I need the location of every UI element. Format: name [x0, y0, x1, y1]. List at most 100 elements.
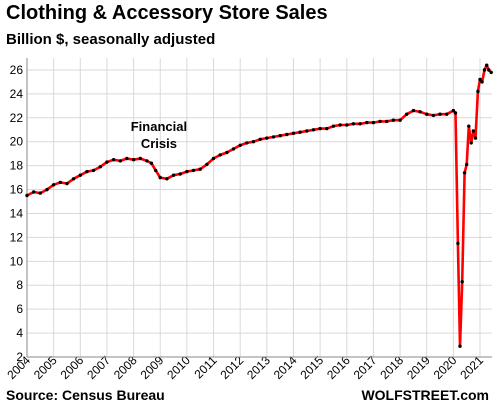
- data-point: [45, 187, 49, 192]
- data-point: [480, 80, 484, 84]
- y-tick-label: 8: [16, 278, 23, 292]
- data-point: [462, 171, 467, 175]
- data-point: [285, 132, 289, 137]
- data-point: [473, 136, 478, 140]
- data-point: [149, 161, 154, 165]
- brand-logo-text: WOLFSTREET.com: [361, 387, 489, 403]
- data-point: [489, 70, 493, 75]
- data-point: [467, 124, 471, 128]
- data-point: [371, 120, 376, 125]
- data-point: [385, 119, 389, 124]
- y-tick-label: 18: [10, 159, 24, 173]
- data-point: [65, 181, 69, 186]
- data-point: [218, 153, 222, 157]
- y-tick-label: 2: [16, 350, 23, 364]
- data-point: [478, 77, 482, 82]
- data-point: [471, 129, 475, 133]
- data-point: [453, 111, 458, 115]
- data-point: [391, 118, 396, 122]
- data-point: [291, 131, 296, 135]
- data-point: [418, 110, 422, 114]
- data-point: [38, 191, 42, 195]
- y-tick-label: 4: [16, 326, 23, 340]
- data-point: [476, 89, 480, 94]
- data-point: [25, 193, 29, 198]
- data-point: [378, 119, 382, 124]
- data-point: [411, 108, 416, 113]
- data-point: [198, 167, 202, 171]
- data-point: [145, 159, 149, 163]
- data-point: [171, 173, 176, 177]
- data-point: [465, 162, 469, 167]
- data-point: [98, 165, 103, 169]
- data-point: [245, 141, 249, 145]
- data-point: [311, 128, 316, 132]
- data-point: [351, 122, 356, 126]
- data-point: [271, 135, 276, 139]
- data-point: [358, 122, 362, 126]
- data-point: [85, 169, 89, 174]
- annotation-line: Crisis: [141, 136, 177, 151]
- data-point: [211, 156, 216, 161]
- data-point: [458, 344, 462, 348]
- data-point: [258, 137, 262, 141]
- data-point: [111, 158, 116, 162]
- data-point: [451, 108, 456, 113]
- y-tick-label: 12: [10, 230, 24, 244]
- data-point: [51, 183, 56, 187]
- annotation-line: Financial: [131, 119, 187, 134]
- data-point: [185, 169, 189, 174]
- chart-subtitle: Billion $, seasonally adjusted: [6, 31, 216, 48]
- data-point: [331, 124, 336, 128]
- data-point: [325, 126, 329, 131]
- data-point: [225, 150, 229, 155]
- y-tick-label: 10: [10, 254, 24, 268]
- data-point: [58, 180, 62, 185]
- data-point: [469, 141, 473, 145]
- chart-title: Clothing & Accessory Store Sales: [6, 2, 328, 24]
- data-point: [191, 168, 196, 173]
- data-point: [165, 177, 169, 181]
- data-point: [131, 158, 136, 162]
- data-point: [305, 129, 309, 133]
- data-point: [91, 168, 96, 173]
- series-layer: [25, 63, 493, 348]
- data-point: [338, 123, 342, 127]
- data-point: [105, 160, 109, 164]
- data-point: [238, 143, 242, 147]
- data-point: [118, 159, 123, 163]
- annotation-financial-crisis: Financial Crisis: [131, 119, 187, 151]
- data-point: [345, 123, 349, 127]
- data-point: [158, 175, 162, 180]
- annotation-layer: Financial Crisis: [131, 119, 187, 151]
- data-point: [265, 136, 269, 140]
- data-point: [445, 112, 449, 116]
- data-point: [231, 147, 236, 151]
- data-point: [425, 112, 429, 116]
- data-point: [318, 126, 322, 131]
- source-note: Source: Census Bureau: [6, 387, 165, 403]
- data-point: [405, 112, 409, 116]
- data-point: [398, 118, 402, 122]
- y-tick-label: 24: [10, 87, 24, 101]
- data-point: [125, 156, 129, 161]
- data-point: [485, 63, 489, 67]
- y-tick-label: 20: [10, 135, 24, 149]
- data-point: [71, 177, 76, 181]
- grid-layer: [26, 58, 492, 358]
- y-tick-label: 6: [16, 302, 23, 316]
- data-point: [482, 68, 487, 72]
- y-tick-label: 14: [10, 206, 24, 220]
- data-point: [138, 156, 142, 161]
- data-point: [278, 134, 282, 138]
- data-point: [178, 172, 182, 176]
- series-line: [26, 63, 493, 348]
- data-point: [298, 130, 302, 134]
- data-point: [487, 68, 491, 72]
- data-point: [431, 113, 436, 118]
- data-point: [154, 168, 158, 173]
- data-point: [456, 241, 460, 246]
- data-point: [460, 280, 464, 284]
- data-point: [32, 190, 36, 194]
